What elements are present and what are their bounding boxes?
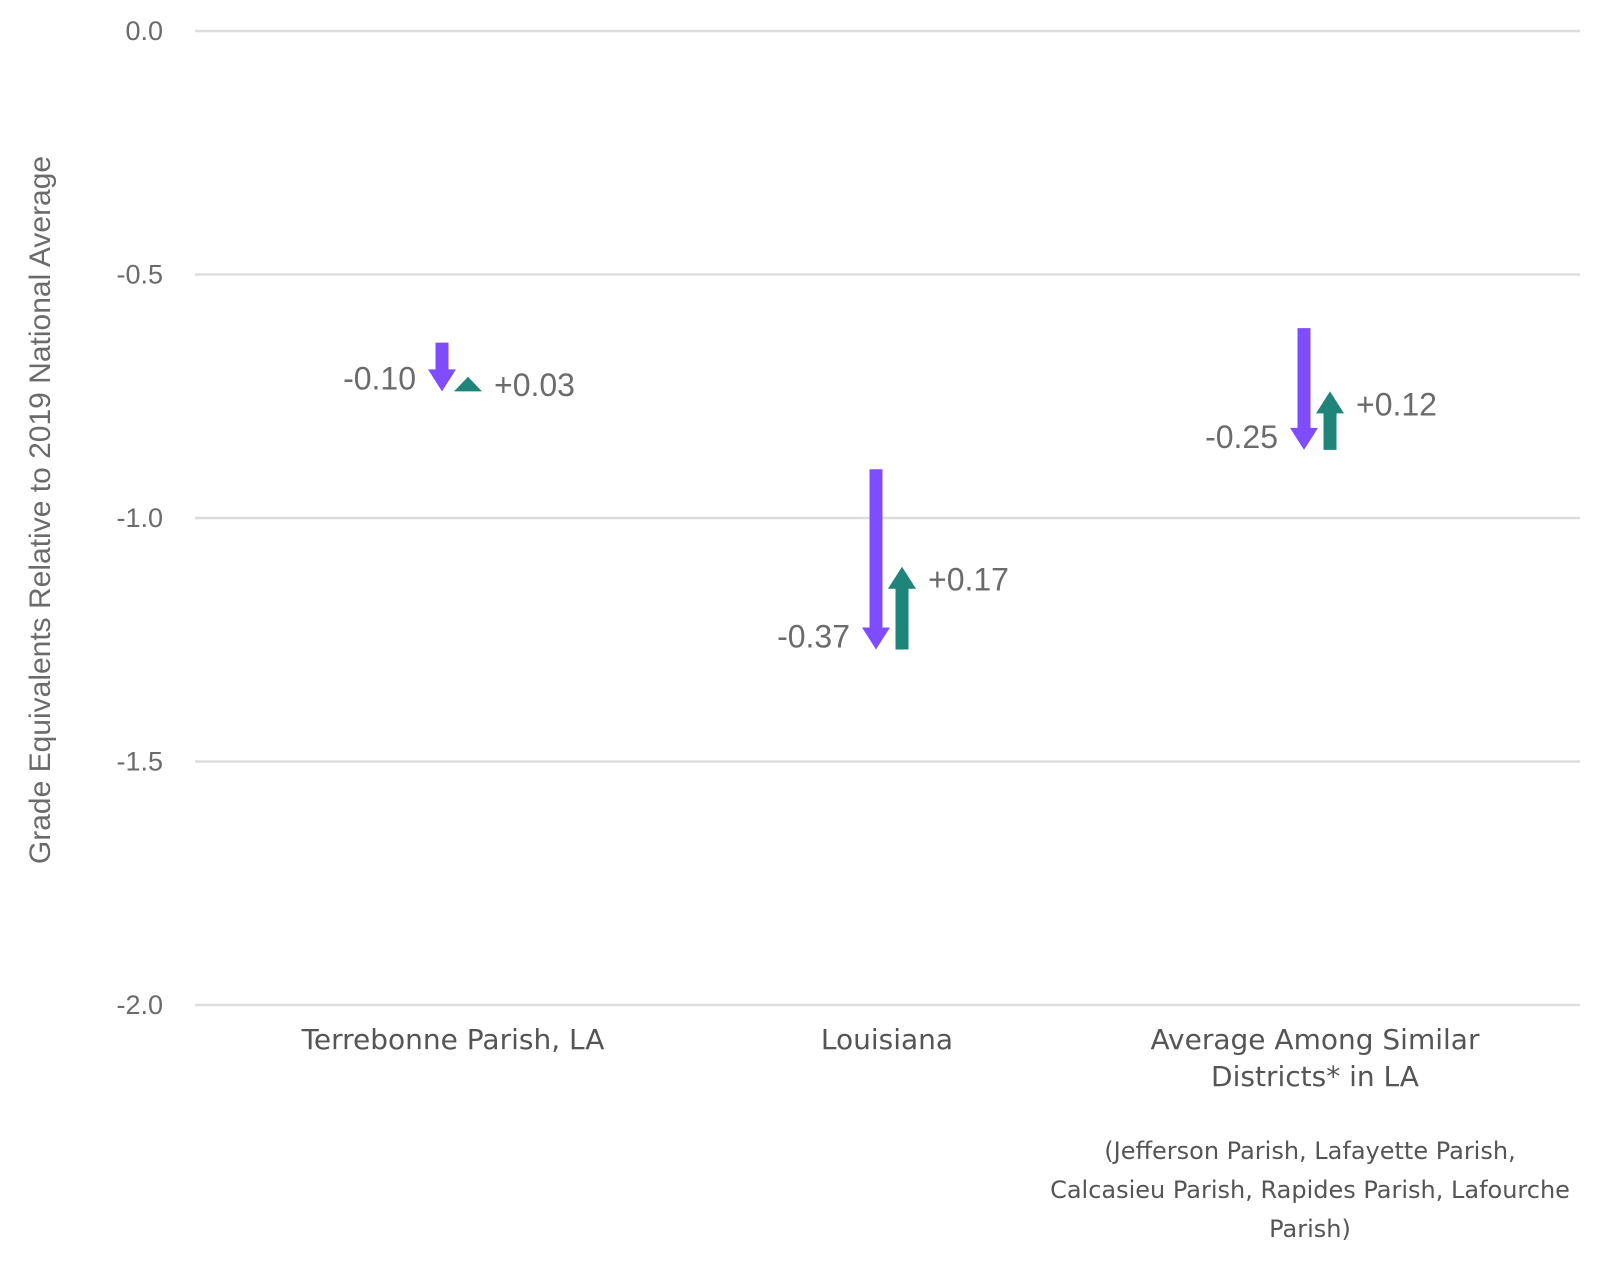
x-category-label: Districts* in LA bbox=[1211, 1060, 1419, 1093]
decline-arrow bbox=[1290, 328, 1318, 450]
y-tick-label: -1.0 bbox=[116, 503, 163, 533]
decline-value-label: -0.37 bbox=[777, 618, 850, 654]
y-axis-label: Grade Equivalents Relative to 2019 Natio… bbox=[24, 156, 57, 864]
recovery-arrow bbox=[888, 566, 916, 650]
y-tick-label: -1.5 bbox=[116, 747, 163, 777]
x-category-label: Terrebonne Parish, LA bbox=[301, 1023, 605, 1056]
x-category-note: Parish) bbox=[1269, 1215, 1351, 1243]
recovery-arrow bbox=[1316, 391, 1344, 450]
decline-arrow bbox=[428, 342, 456, 392]
y-tick-label: -0.5 bbox=[116, 260, 163, 290]
decline-arrow bbox=[862, 469, 890, 650]
recovery-value-label: +0.03 bbox=[494, 367, 575, 403]
y-tick-label: -2.0 bbox=[116, 990, 163, 1020]
recovery-value-label: +0.12 bbox=[1356, 386, 1437, 422]
decline-value-label: -0.10 bbox=[343, 360, 416, 396]
recovery-arrow bbox=[454, 376, 482, 392]
recovery-value-label: +0.17 bbox=[928, 562, 1009, 598]
x-category-note: (Jefferson Parish, Lafayette Parish, bbox=[1104, 1137, 1515, 1165]
x-category-label: Average Among Similar bbox=[1151, 1023, 1480, 1056]
y-tick-label: 0.0 bbox=[125, 16, 163, 46]
decline-value-label: -0.25 bbox=[1205, 419, 1278, 455]
x-category-label: Louisiana bbox=[821, 1023, 953, 1056]
x-category-note: Calcasieu Parish, Rapides Parish, Lafour… bbox=[1050, 1176, 1570, 1204]
